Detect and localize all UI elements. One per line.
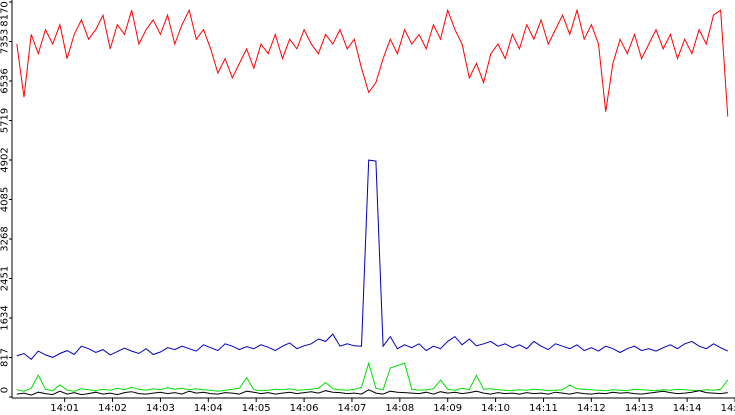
y-tick-label: 0	[0, 387, 10, 393]
y-tick-label: 2451	[0, 266, 10, 291]
x-tick-label: 14:13	[625, 403, 654, 414]
x-tick-label: 14:05	[242, 403, 271, 414]
y-tick-label: 7353	[0, 29, 10, 54]
y-tick-label: 6536	[0, 68, 10, 93]
x-tick-label: 14:10	[481, 403, 510, 414]
y-tick-label: 4085	[0, 187, 10, 212]
x-tick-label: 14:04	[194, 403, 223, 414]
y-tick-label: 1634	[0, 305, 10, 330]
x-tick-label: 14:12	[577, 403, 606, 414]
series-line	[16, 389, 728, 396]
x-tick-label: 14:01	[50, 403, 79, 414]
y-tick-label: 8170	[0, 1, 10, 26]
x-tick-label: 14:02	[98, 403, 127, 414]
x-tick-label: 14:06	[290, 403, 319, 414]
y-tick-label: 817	[0, 348, 10, 367]
y-tick-label: 5719	[0, 108, 10, 133]
x-tick-label: 14:11	[529, 403, 558, 414]
series-line	[16, 8, 729, 117]
x-tick-label: 14:03	[146, 403, 175, 414]
y-tick-label: 4902	[0, 147, 10, 172]
y-tick-label: 3268	[0, 226, 10, 251]
series-line	[16, 159, 729, 360]
x-tick-label: 14:14	[673, 403, 702, 414]
x-tick-label: 14:09	[433, 403, 462, 414]
x-tick-label: 14:07	[338, 403, 367, 414]
series-line	[16, 361, 729, 392]
x-tick-label: 14:08	[385, 403, 414, 414]
x-tick-label: 14:15	[721, 403, 735, 414]
